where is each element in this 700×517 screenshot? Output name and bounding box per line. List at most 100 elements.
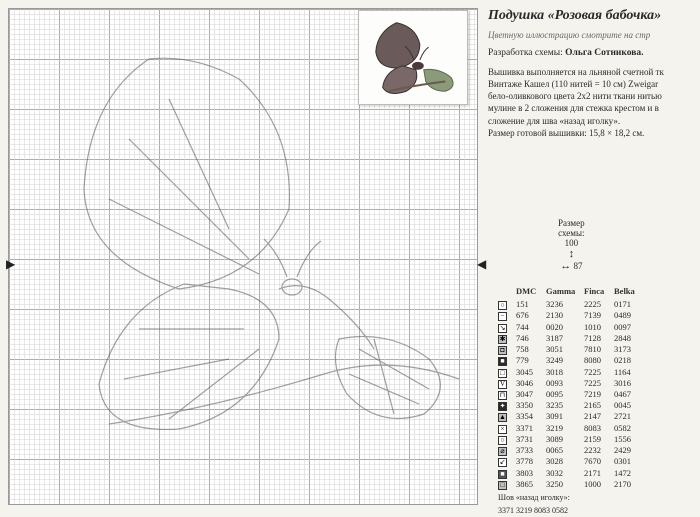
thread-gamma: 0020 bbox=[546, 322, 584, 333]
chart-arrow-left: ▶ bbox=[6, 257, 15, 272]
thread-finca: 7139 bbox=[584, 310, 614, 321]
description-line: Винтаже Кашел (110 нитей = 10 см) Zweiga… bbox=[488, 78, 698, 90]
description-line: бело-оливкового цвета 2х2 нити ткани нит… bbox=[488, 90, 698, 102]
subtitle: Цветную иллюстрацию смотрите на стр bbox=[488, 30, 698, 40]
thread-finca: 7128 bbox=[584, 333, 614, 344]
pattern-title: Подушка «Розовая бабочка» bbox=[488, 8, 698, 24]
chart-arrow-right: ◀ bbox=[477, 257, 486, 272]
thread-symbol: V bbox=[498, 380, 507, 389]
description-line: Размер готовой вышивки: 15,8 × 18,2 см. bbox=[488, 127, 698, 139]
thread-gamma: 3018 bbox=[546, 367, 584, 378]
thread-finca: 1010 bbox=[584, 322, 614, 333]
thread-dmc: 744 bbox=[516, 322, 546, 333]
thread-symbol: − bbox=[498, 312, 507, 321]
thread-symbol: ■ bbox=[498, 357, 507, 366]
thread-gamma: 2130 bbox=[546, 310, 584, 321]
thread-dmc: 3733 bbox=[516, 445, 546, 456]
thread-dmc: 3047 bbox=[516, 389, 546, 400]
thread-symbol: ✱ bbox=[498, 335, 507, 344]
thread-dmc: 676 bbox=[516, 310, 546, 321]
thread-table: DMCGammaFincaBelka ○151323622250171−6762… bbox=[498, 286, 644, 517]
designer-label: Разработка схемы: bbox=[488, 48, 563, 58]
thread-belka: 0097 bbox=[614, 322, 644, 333]
thread-header-cell: Finca bbox=[584, 286, 614, 297]
thread-symbol: ↙ bbox=[498, 458, 507, 467]
size-width: 87 bbox=[573, 261, 582, 271]
thread-symbol: ○ bbox=[498, 301, 507, 310]
thread-symbol: ✦ bbox=[498, 402, 507, 411]
thread-symbol: □ bbox=[498, 369, 507, 378]
size-label: Размер bbox=[558, 218, 585, 228]
designer-line: Разработка схемы: Ольга Сотникова. bbox=[488, 48, 698, 58]
thread-finca: 7219 bbox=[584, 389, 614, 400]
thread-finca: 2159 bbox=[584, 434, 614, 445]
thread-row: ×3371321980830582 bbox=[498, 423, 644, 434]
thread-belka: 0171 bbox=[614, 299, 644, 310]
size-block: Размер схемы: 100 ↕ ↔ 87 bbox=[558, 218, 585, 272]
description-block: Вышивка выполняется на льняной счетной т… bbox=[488, 66, 698, 139]
arrow-horizontal-icon: ↔ bbox=[560, 260, 571, 272]
arrow-vertical-icon: ↕ bbox=[558, 248, 585, 260]
thread-row: ✱ 746318771282848 bbox=[498, 333, 644, 344]
thread-row: ○3731308921591556 bbox=[498, 434, 644, 445]
thread-belka: 0218 bbox=[614, 355, 644, 366]
thread-dmc: 746 bbox=[516, 333, 546, 344]
thread-belka: 0467 bbox=[614, 389, 644, 400]
thread-header-cell: DMC bbox=[516, 286, 546, 297]
thread-row: ▲3354309121472721 bbox=[498, 411, 644, 422]
thread-finca: 2225 bbox=[584, 299, 614, 310]
thread-gamma: 3089 bbox=[546, 434, 584, 445]
thread-belka: 2721 bbox=[614, 411, 644, 422]
thread-header-cell bbox=[498, 286, 516, 297]
description-line: сложение для шва «назад иголку». bbox=[488, 115, 698, 127]
thread-gamma: 3219 bbox=[546, 423, 584, 434]
thread-dmc: 3731 bbox=[516, 434, 546, 445]
description-line: Вышивка выполняется на льняной счетной т… bbox=[488, 66, 698, 78]
thread-belka: 0582 bbox=[614, 423, 644, 434]
thread-row: ⌀3733006522322429 bbox=[498, 445, 644, 456]
thread-belka: 2848 bbox=[614, 333, 644, 344]
backstitch-label: Шов «назад иголку»: bbox=[498, 493, 644, 504]
thread-dmc: 3371 bbox=[516, 423, 546, 434]
thread-gamma: 3187 bbox=[546, 333, 584, 344]
thread-row: V3046009372253016 bbox=[498, 378, 644, 389]
thread-symbol: ◘ bbox=[498, 346, 507, 355]
thread-gamma: 3249 bbox=[546, 355, 584, 366]
thread-belka: 3016 bbox=[614, 378, 644, 389]
thread-finca: 7225 bbox=[584, 378, 614, 389]
thread-dmc: 3046 bbox=[516, 378, 546, 389]
size-width-row: ↔ 87 bbox=[558, 260, 585, 272]
thread-dmc: 3350 bbox=[516, 400, 546, 411]
thread-dmc: 3778 bbox=[516, 456, 546, 467]
thread-row: ◘758305178103173 bbox=[498, 344, 644, 355]
thread-symbol: × bbox=[498, 425, 507, 434]
thread-symbol: ○ bbox=[498, 436, 507, 445]
thread-belka: 0301 bbox=[614, 456, 644, 467]
thread-symbol: ⊓ bbox=[498, 391, 507, 400]
thread-finca: 7225 bbox=[584, 367, 614, 378]
thread-finca: 7670 bbox=[584, 456, 614, 467]
thread-finca: 2232 bbox=[584, 445, 614, 456]
thread-finca: 8080 bbox=[584, 355, 614, 366]
thread-belka: 0045 bbox=[614, 400, 644, 411]
thread-belka: 0489 bbox=[614, 310, 644, 321]
thread-row: ✦3350323521650045 bbox=[498, 400, 644, 411]
color-thumbnail bbox=[358, 10, 468, 105]
thread-finca: 7810 bbox=[584, 344, 614, 355]
designer-name: Ольга Сотникова. bbox=[565, 48, 643, 58]
thread-finca: 2147 bbox=[584, 411, 614, 422]
backstitch-values: 3371 3219 8083 0582 bbox=[498, 506, 644, 517]
description-line: мулине в 2 сложения для стежка крестом и… bbox=[488, 102, 698, 114]
thread-row: ⊓3047009572190467 bbox=[498, 389, 644, 400]
thread-symbol: ⌀ bbox=[498, 447, 507, 456]
thread-belka: 2170 bbox=[614, 479, 644, 490]
thread-row: ↙3778302876700301 bbox=[498, 456, 644, 467]
thread-dmc: 758 bbox=[516, 344, 546, 355]
thread-symbol: ▲ bbox=[498, 413, 507, 422]
thread-belka: 1164 bbox=[614, 367, 644, 378]
thread-gamma: 3091 bbox=[546, 411, 584, 422]
thread-gamma: 3032 bbox=[546, 468, 584, 479]
thread-row: □3865325010002170 bbox=[498, 479, 644, 490]
thread-row: □3045301872251164 bbox=[498, 367, 644, 378]
thread-gamma: 3235 bbox=[546, 400, 584, 411]
